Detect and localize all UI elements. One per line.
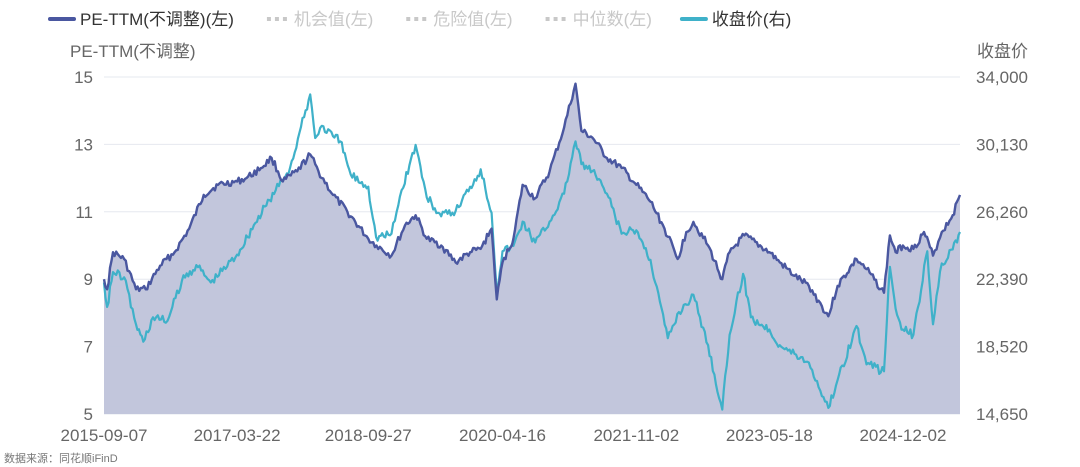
right-tick-label: 14,650 (976, 405, 1028, 424)
legend-dots-icon (553, 17, 558, 21)
pe-area-fill (104, 83, 960, 414)
right-axis: 34,000 30,130 26,260 22,390 18,520 14,650 (976, 68, 1028, 424)
legend-dots-icon (422, 17, 427, 21)
legend-dots-icon (282, 17, 287, 21)
source-note: 数据来源：同花顺iFinD (4, 451, 118, 465)
legend-dots-icon (274, 17, 279, 21)
left-axis-title: PE-TTM(不调整) (70, 42, 196, 61)
legend-item-1[interactable]: 机会值(左) (266, 10, 373, 29)
legend-item-0[interactable]: PE-TTM(不调整)(左) (48, 10, 234, 29)
legend-dots-icon (545, 17, 550, 21)
legend-dots-icon (414, 17, 419, 21)
legend-item-4[interactable]: 收盘价(右) (679, 10, 791, 29)
right-tick-label: 30,130 (976, 135, 1028, 154)
legend-dots-icon (406, 17, 411, 21)
left-tick-label: 13 (74, 135, 93, 154)
x-tick-label: 2017-03-22 (194, 426, 281, 445)
left-tick-label: 15 (74, 68, 93, 87)
legend-label: 危险值(左) (433, 10, 512, 29)
legend-dots-icon (561, 17, 566, 21)
left-axis: 15 13 11 9 7 5 (74, 68, 93, 424)
left-tick-label: 5 (84, 405, 93, 424)
x-tick-label: 2021-11-02 (593, 426, 679, 445)
legend-item-2[interactable]: 危险值(左) (406, 10, 513, 29)
left-tick-label: 9 (84, 270, 93, 289)
x-axis: 2015-09-07 2017-03-22 2018-09-27 2020-04-16… (61, 426, 947, 445)
right-tick-label: 18,520 (976, 338, 1028, 357)
close-price-series (102, 93, 961, 411)
x-tick-label: 2018-09-27 (325, 426, 412, 445)
right-tick-label: 34,000 (976, 68, 1028, 87)
x-tick-label: 2023-05-18 (726, 426, 813, 445)
pe-area (104, 83, 960, 414)
x-tick-label: 2020-04-16 (459, 426, 546, 445)
legend-item-3[interactable]: 中位数(左) (545, 10, 652, 29)
legend[interactable]: PE-TTM(不调整)(左) 机会值(左) 危险值(左) 中位数(左) 收盘价(右) (48, 10, 791, 29)
x-tick-label: 2024-12-02 (859, 426, 946, 445)
legend-label: 中位数(左) (573, 10, 652, 29)
legend-dots-icon (266, 17, 271, 21)
legend-label: PE-TTM(不调整)(左) (80, 10, 234, 29)
pe-ttm-series (102, 82, 962, 318)
close-price-line (102, 93, 961, 411)
right-tick-label: 26,260 (976, 203, 1028, 222)
legend-label: 收盘价(右) (712, 10, 791, 29)
legend-label: 机会值(左) (294, 10, 373, 29)
x-tick-label: 2015-09-07 (61, 426, 148, 445)
right-tick-label: 22,390 (976, 270, 1028, 289)
right-axis-title: 收盘价 (977, 42, 1028, 61)
left-tick-label: 7 (84, 338, 93, 357)
left-tick-label: 11 (75, 203, 93, 222)
pe-ttm-line (102, 82, 962, 318)
